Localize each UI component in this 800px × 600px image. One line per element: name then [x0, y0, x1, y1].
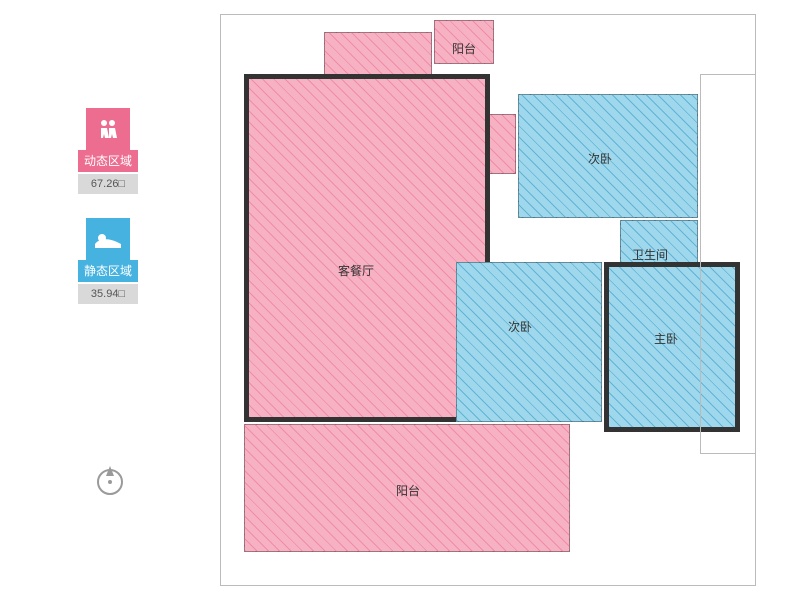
room-bed2a	[518, 94, 698, 218]
compass-icon	[92, 462, 128, 498]
legend: 动态区域 67.26□ 静态区域 35.94□	[68, 108, 148, 328]
room-outer-right	[700, 74, 756, 454]
floor-plan: 厨房阳台卫生间客餐厅阳台次卧卫生间次卧主卧	[220, 14, 756, 586]
legend-dynamic: 动态区域 67.26□	[68, 108, 148, 194]
people-icon	[86, 108, 130, 152]
legend-static-value: 35.94□	[78, 284, 138, 304]
legend-static-label: 静态区域	[78, 260, 138, 282]
room-balcony-bot	[244, 424, 570, 552]
room-bed2b	[456, 262, 602, 422]
room-living	[244, 74, 490, 422]
room-balcony-top	[434, 20, 494, 64]
legend-dynamic-value: 67.26□	[78, 174, 138, 194]
sleep-icon	[86, 218, 130, 262]
legend-dynamic-label: 动态区域	[78, 150, 138, 172]
legend-static: 静态区域 35.94□	[68, 218, 148, 304]
